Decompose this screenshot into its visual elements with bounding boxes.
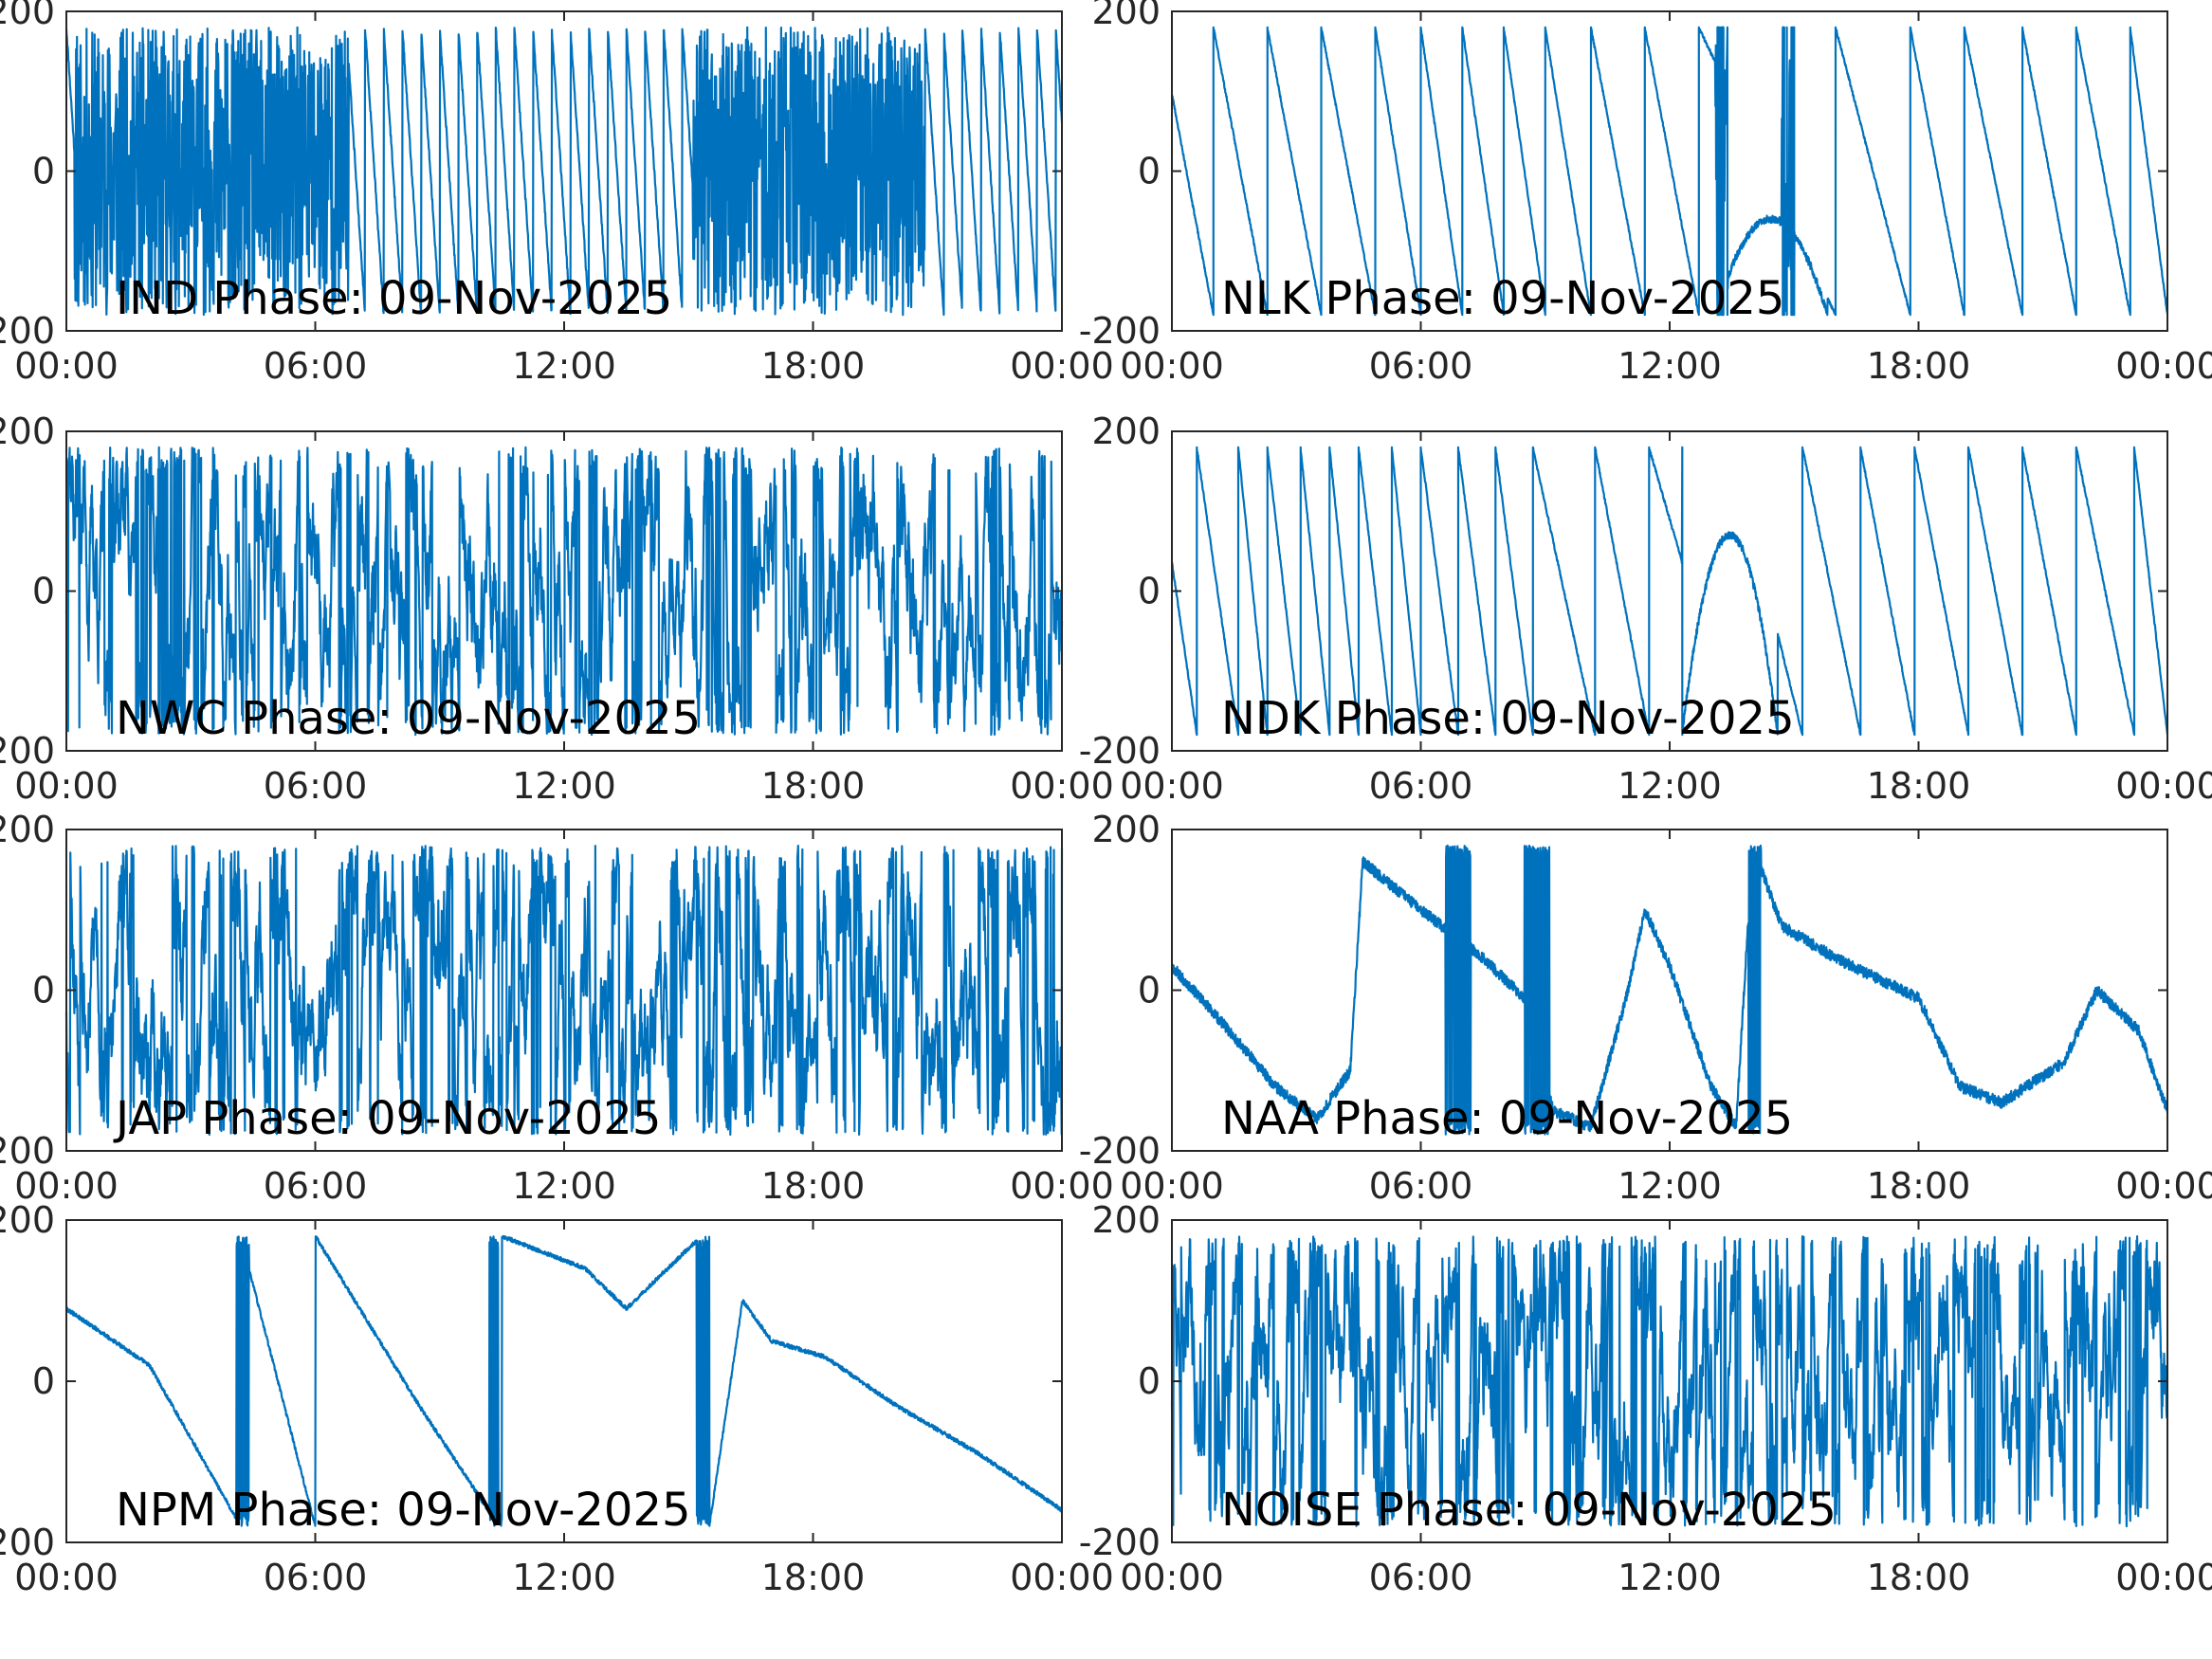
phase-series-line bbox=[65, 1234, 1064, 1527]
y-tick-label: 200 bbox=[0, 0, 55, 32]
y-tick-label: 200 bbox=[0, 809, 55, 850]
x-tick-label: 00:00 bbox=[2115, 1165, 2212, 1207]
y-tick-label: -200 bbox=[1079, 1130, 1161, 1172]
x-tick-label: 12:00 bbox=[512, 765, 616, 807]
y-tick-label: 0 bbox=[1138, 970, 1161, 1012]
panel-label: NDK Phase: 09-Nov-2025 bbox=[1221, 692, 1795, 745]
x-tick-label: 00:00 bbox=[1120, 1557, 1224, 1598]
x-tick-label: 18:00 bbox=[761, 765, 866, 807]
y-tick-label: 0 bbox=[32, 970, 55, 1012]
x-tick-label: 12:00 bbox=[1618, 1165, 1722, 1207]
x-tick-label: 00:00 bbox=[1120, 1165, 1224, 1207]
x-tick-label: 00:00 bbox=[14, 765, 119, 807]
x-tick-label: 00:00 bbox=[14, 1557, 119, 1598]
phase-series-line bbox=[1170, 1235, 2169, 1528]
y-tick-label: -200 bbox=[1079, 1522, 1161, 1563]
x-tick-label: 00:00 bbox=[2115, 1557, 2212, 1598]
x-tick-label: 18:00 bbox=[761, 1165, 866, 1207]
plot-area bbox=[1172, 830, 2167, 1151]
panel-label: IND Phase: 09-Nov-2025 bbox=[116, 272, 672, 325]
panel-label: NWC Phase: 09-Nov-2025 bbox=[116, 692, 701, 745]
y-tick-label: 200 bbox=[1091, 809, 1161, 850]
x-tick-label: 18:00 bbox=[761, 1557, 866, 1598]
y-tick-label: -200 bbox=[1079, 730, 1161, 772]
x-tick-label: 12:00 bbox=[512, 345, 616, 387]
phase-series-line bbox=[1171, 446, 2169, 737]
y-tick-label: -200 bbox=[0, 730, 55, 772]
y-tick-label: 200 bbox=[1091, 0, 1161, 32]
panel-label: NPM Phase: 09-Nov-2025 bbox=[116, 1484, 691, 1537]
x-tick-label: 00:00 bbox=[1120, 765, 1224, 807]
x-tick-label: 06:00 bbox=[264, 345, 368, 387]
x-tick-label: 12:00 bbox=[1618, 765, 1722, 807]
x-tick-label: 00:00 bbox=[1120, 345, 1224, 387]
y-tick-label: 0 bbox=[32, 571, 55, 612]
phase-series-line bbox=[64, 845, 1064, 1136]
x-tick-label: 00:00 bbox=[14, 1165, 119, 1207]
phase-series-line bbox=[1170, 26, 2169, 317]
y-tick-label: -200 bbox=[0, 310, 55, 352]
x-tick-label: 18:00 bbox=[1867, 1165, 1971, 1207]
x-tick-label: 06:00 bbox=[1369, 765, 1473, 807]
panel-label: JAP Phase: 09-Nov-2025 bbox=[113, 1092, 661, 1145]
y-tick-label: 200 bbox=[0, 1199, 55, 1241]
x-tick-label: 18:00 bbox=[1867, 765, 1971, 807]
x-tick-label: 18:00 bbox=[761, 345, 866, 387]
x-tick-label: 06:00 bbox=[264, 765, 368, 807]
y-tick-label: 0 bbox=[32, 1360, 55, 1402]
x-tick-label: 12:00 bbox=[512, 1165, 616, 1207]
y-tick-label: 0 bbox=[32, 151, 55, 192]
phase-series-line bbox=[64, 446, 1064, 737]
x-tick-label: 00:00 bbox=[1010, 345, 1114, 387]
x-tick-label: 18:00 bbox=[1867, 1557, 1971, 1598]
x-tick-label: 06:00 bbox=[1369, 345, 1473, 387]
y-tick-label: 200 bbox=[0, 410, 55, 452]
y-tick-label: 0 bbox=[1138, 571, 1161, 612]
x-tick-label: 00:00 bbox=[1010, 1557, 1114, 1598]
panel-label: NOISE Phase: 09-Nov-2025 bbox=[1221, 1484, 1837, 1537]
x-tick-label: 00:00 bbox=[14, 345, 119, 387]
plot-area bbox=[66, 1220, 1062, 1542]
y-tick-label: 200 bbox=[1091, 410, 1161, 452]
x-tick-label: 06:00 bbox=[1369, 1165, 1473, 1207]
x-tick-label: 12:00 bbox=[1618, 1557, 1722, 1598]
panel-label: NLK Phase: 09-Nov-2025 bbox=[1221, 272, 1784, 325]
x-tick-label: 18:00 bbox=[1867, 345, 1971, 387]
y-tick-label: -200 bbox=[1079, 310, 1161, 352]
x-tick-label: 12:00 bbox=[1618, 345, 1722, 387]
x-tick-label: 06:00 bbox=[1369, 1557, 1473, 1598]
x-tick-label: 06:00 bbox=[264, 1165, 368, 1207]
y-tick-label: 0 bbox=[1138, 1360, 1161, 1402]
y-tick-label: 0 bbox=[1138, 151, 1161, 192]
y-tick-label: -200 bbox=[0, 1522, 55, 1563]
x-tick-label: 06:00 bbox=[264, 1557, 368, 1598]
plot-area bbox=[1172, 11, 2167, 331]
y-tick-label: -200 bbox=[0, 1130, 55, 1172]
x-tick-label: 00:00 bbox=[1010, 1165, 1114, 1207]
x-tick-label: 00:00 bbox=[2115, 765, 2212, 807]
plot-area bbox=[1172, 431, 2167, 751]
panel-label: NAA Phase: 09-Nov-2025 bbox=[1221, 1092, 1793, 1145]
y-tick-label: 200 bbox=[1091, 1199, 1161, 1241]
x-tick-label: 00:00 bbox=[2115, 345, 2212, 387]
phase-series-line bbox=[64, 26, 1064, 317]
x-tick-label: 00:00 bbox=[1010, 765, 1114, 807]
phase-series-line bbox=[1170, 844, 2169, 1136]
x-tick-label: 12:00 bbox=[512, 1557, 616, 1598]
